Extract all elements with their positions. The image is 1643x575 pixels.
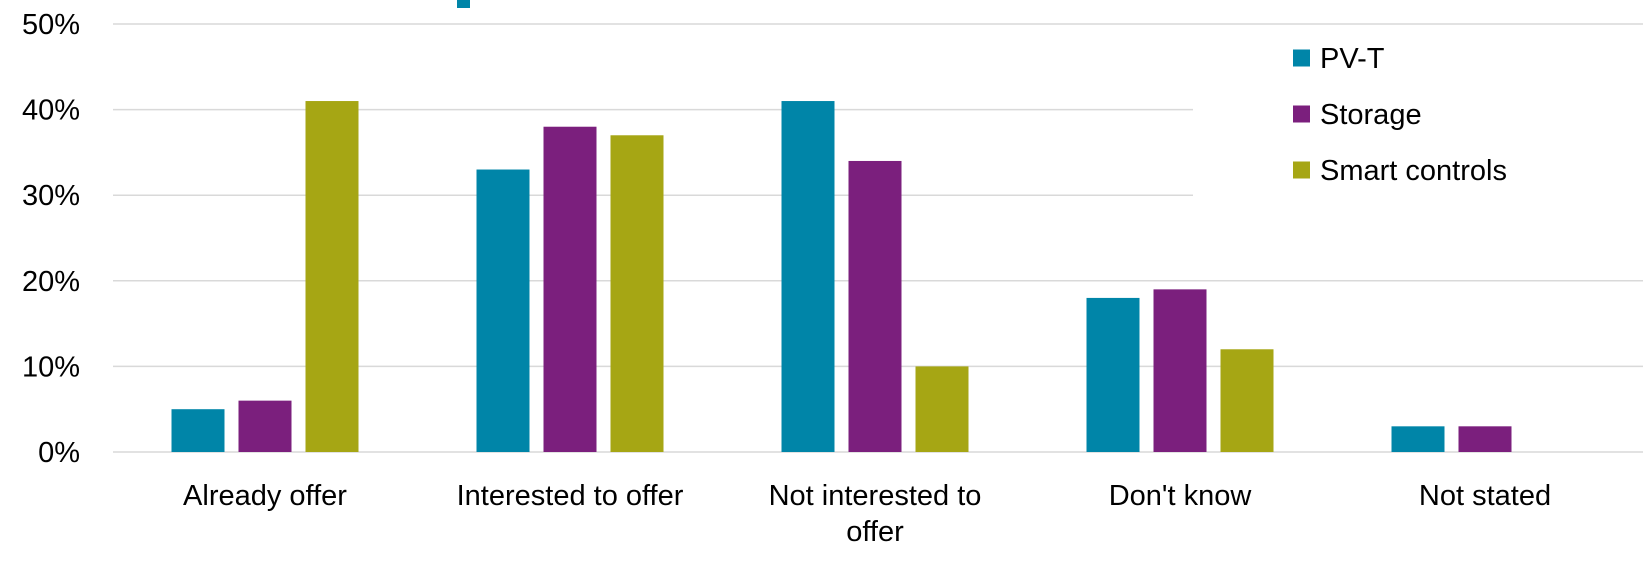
- bar-storage: [543, 126, 597, 452]
- bar-smart-controls: [305, 101, 359, 452]
- x-category-label: Not stated: [1419, 480, 1551, 512]
- bar-storage: [1153, 289, 1207, 452]
- title-fragment: [457, 0, 470, 8]
- x-axis: Already offer Interested to offer Not inte…: [183, 480, 1551, 548]
- bar-pv-t: [1391, 426, 1445, 452]
- legend: PV-T Storage Smart controls: [1293, 43, 1507, 187]
- y-tick-label: 0%: [38, 437, 80, 469]
- legend-label: PV-T: [1320, 43, 1385, 75]
- bar-smart-controls: [610, 135, 664, 452]
- y-axis: 0% 10% 20% 30% 40% 50%: [22, 9, 80, 469]
- legend-swatch: [1293, 161, 1310, 179]
- y-tick-label: 10%: [22, 351, 80, 383]
- bar-smart-controls: [1220, 349, 1274, 452]
- x-category-label: Interested to offer: [457, 480, 684, 512]
- x-category-label: Don't know: [1109, 480, 1253, 512]
- legend-label: Storage: [1320, 99, 1422, 131]
- legend-swatch: [1293, 105, 1310, 123]
- bar-pv-t: [171, 409, 225, 452]
- bar-storage: [1458, 426, 1512, 452]
- bar-pv-t: [781, 101, 835, 452]
- bar-storage: [848, 160, 902, 452]
- bar-smart-controls: [915, 366, 969, 452]
- legend-swatch: [1293, 49, 1310, 67]
- bar-storage: [238, 400, 292, 452]
- y-tick-label: 50%: [22, 9, 80, 41]
- x-category-label: Already offer: [183, 480, 347, 512]
- bar-pv-t: [476, 169, 530, 452]
- bar-pv-t: [1086, 297, 1140, 452]
- x-category-label: Not interested to offer: [769, 480, 982, 548]
- y-tick-label: 20%: [22, 266, 80, 298]
- y-tick-label: 30%: [22, 180, 80, 212]
- y-tick-label: 40%: [22, 95, 80, 127]
- bars: [171, 101, 1512, 452]
- legend-label: Smart controls: [1320, 155, 1507, 187]
